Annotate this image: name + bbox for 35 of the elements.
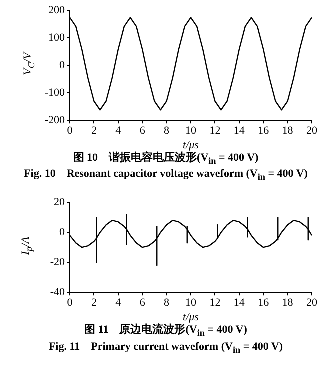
x-tick-label: 4 xyxy=(116,297,122,310)
y-tick-label: 100 xyxy=(48,32,66,44)
caption: 图 11 原边电流波形(V$_{in}$ = 400 V) xyxy=(84,324,248,341)
x-tick-label: 10 xyxy=(186,125,197,138)
x-tick-label: 6 xyxy=(140,297,146,310)
y-tick-label: 200 xyxy=(48,4,66,16)
y-tick-label: -100 xyxy=(44,86,66,99)
x-tick-label: 12 xyxy=(210,125,221,138)
x-tick-label: 8 xyxy=(164,297,170,310)
y-tick-label: -200 xyxy=(44,114,66,126)
x-tick-label: 18 xyxy=(282,297,294,310)
y-tick-label: 20 xyxy=(54,196,66,209)
y-tick-label: -20 xyxy=(50,256,66,269)
x-tick-label: 10 xyxy=(186,297,197,310)
x-tick-label: 20 xyxy=(306,297,318,310)
x-tick-label: 2 xyxy=(91,125,97,138)
y-tick-label: 0 xyxy=(60,59,66,72)
x-tick-label: 20 xyxy=(306,125,318,138)
x-tick-label: 2 xyxy=(91,297,97,310)
x-tick-label: 18 xyxy=(282,125,294,138)
y-tick-label: 0 xyxy=(60,226,66,239)
x-tick-label: 14 xyxy=(234,297,246,310)
x-tick-label: 8 xyxy=(164,125,170,138)
x-tick-label: 14 xyxy=(234,125,246,138)
x-axis-title: t/μs xyxy=(183,312,199,324)
x-tick-label: 4 xyxy=(116,125,122,138)
x-tick-label: 16 xyxy=(258,297,270,310)
y-tick-label: -40 xyxy=(50,286,66,299)
x-tick-label: 12 xyxy=(210,297,221,310)
x-tick-label: 16 xyxy=(258,125,270,138)
x-axis-title: t/μs xyxy=(183,139,199,152)
caption: Fig. 11 Primary current waveform (V$_{in}$ = 400 V) xyxy=(48,340,284,357)
x-tick-label: 6 xyxy=(140,125,146,138)
caption: 图 10 谐振电容电压波形(V$_{in}$ = 400 V) xyxy=(72,152,260,168)
caption: Fig. 10 Resonant capacitor voltage waveform (V$_{in}$ = 400 V) xyxy=(23,168,309,184)
